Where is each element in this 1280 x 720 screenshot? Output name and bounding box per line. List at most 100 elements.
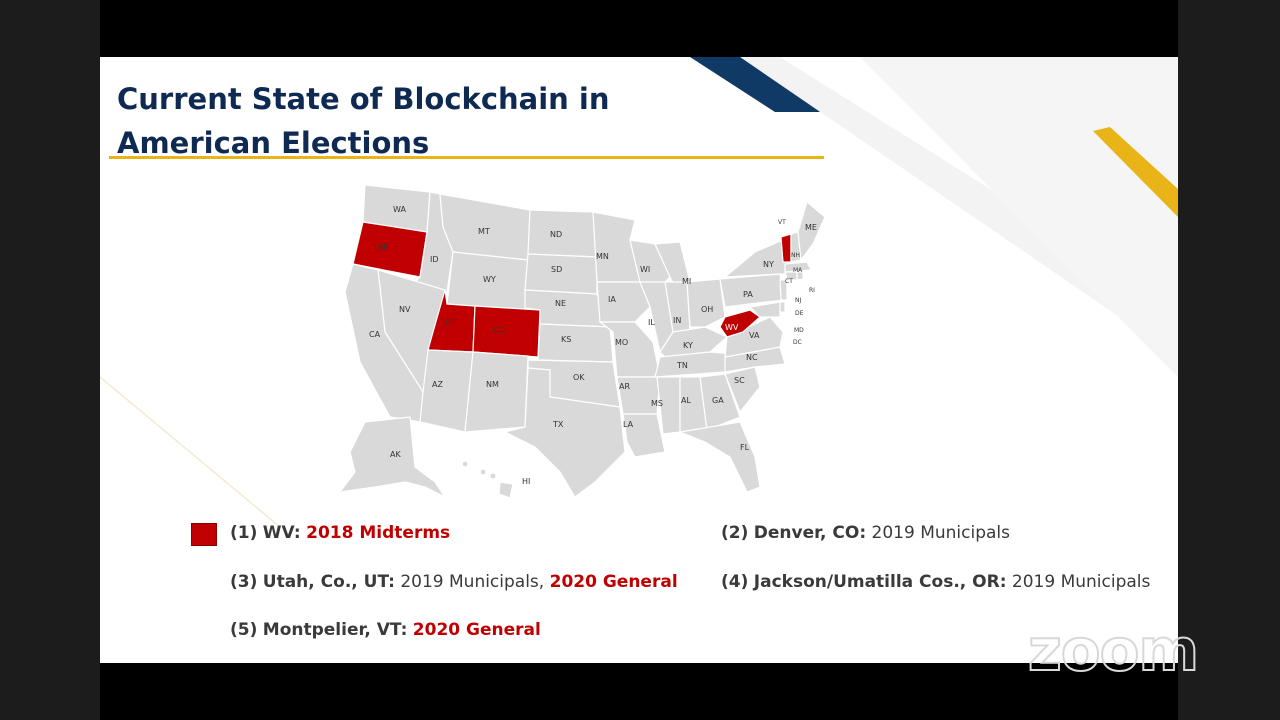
label-hi: HI <box>522 477 530 486</box>
slide-title-line1: Current State of Blockchain in <box>117 82 610 116</box>
label-oh: OH <box>701 305 713 314</box>
state-ak <box>338 416 447 499</box>
gold-stripe <box>1093 127 1178 217</box>
state-ia <box>596 281 651 323</box>
state-tn <box>654 351 734 378</box>
state-co <box>472 305 541 358</box>
legend-item-5-event: 2020 General <box>412 620 541 640</box>
state-sc <box>724 366 761 414</box>
label-tx: TX <box>552 420 564 429</box>
slide-title-line2: American Elections <box>117 126 430 160</box>
legend-item-2-event: 2019 Municipals <box>871 523 1010 543</box>
legend-item-2-place: Denver, CO: <box>753 523 867 543</box>
state-az <box>419 349 474 433</box>
label-sc: SC <box>734 376 745 385</box>
legend-item-4: (4) Jackson/Umatilla Cos., OR: 2019 Muni… <box>721 572 1150 592</box>
state-ma <box>784 261 812 273</box>
faint-gold-line <box>100 376 281 528</box>
legend-item-5: (5) Montpelier, VT: 2020 General <box>230 620 541 640</box>
label-mt: MT <box>478 227 490 236</box>
slide-title: Current State of Blockchain in American … <box>117 77 637 165</box>
state-oh <box>686 278 726 328</box>
label-in: IN <box>673 316 681 325</box>
label-nm: NM <box>486 380 499 389</box>
label-ia: IA <box>608 295 616 304</box>
label-va: VA <box>749 331 760 340</box>
label-de: DE <box>795 310 804 317</box>
label-nv: NV <box>399 305 411 314</box>
state-tx <box>503 367 626 498</box>
state-ny <box>723 239 791 278</box>
label-al: AL <box>681 396 691 405</box>
legend-item-1-place: WV: <box>262 523 301 543</box>
label-id: ID <box>430 255 439 264</box>
label-ok: OK <box>573 373 585 382</box>
label-la: LA <box>623 420 634 429</box>
label-ms: MS <box>651 399 663 408</box>
label-ma: MA <box>793 267 803 274</box>
label-sd: SD <box>551 265 562 274</box>
gray-stripe-right <box>860 57 1178 377</box>
label-mi: MI <box>682 277 691 286</box>
legend-item-1-num: (1) <box>230 523 258 543</box>
state-vt <box>780 233 792 263</box>
label-nj: NJ <box>795 297 801 304</box>
hi-island-big <box>498 481 514 499</box>
label-pa: PA <box>743 290 753 299</box>
state-ri <box>796 271 804 281</box>
legend-item-5-num: (5) <box>230 620 258 640</box>
legend-red-swatch <box>191 523 217 546</box>
label-ne: NE <box>555 299 566 308</box>
label-nc: NC <box>746 353 758 362</box>
label-mn: MN <box>596 252 609 261</box>
state-de <box>779 301 786 313</box>
label-ny: NY <box>763 260 774 269</box>
label-ar: AR <box>619 382 630 391</box>
state-sd <box>524 253 598 295</box>
label-wa: WA <box>393 205 406 214</box>
label-wv: WV <box>725 323 739 332</box>
state-wv <box>719 309 761 338</box>
legend-item-2: (2) Denver, CO: 2019 Municipals <box>721 523 1010 543</box>
state-nd <box>527 209 598 258</box>
label-ga: GA <box>712 396 724 405</box>
label-il: IL <box>648 318 655 327</box>
slide-decoration <box>100 57 1178 528</box>
legend-item-5-place: Montpelier, VT: <box>262 620 408 640</box>
state-ks <box>537 323 614 363</box>
hi-island-1 <box>461 460 469 468</box>
label-ct: CT <box>785 278 793 285</box>
label-me: ME <box>805 223 817 232</box>
legend-item-3: (3) Utah, Co., UT: 2019 Municipals, 2020… <box>230 572 678 592</box>
state-ga <box>699 373 741 431</box>
state-md <box>748 301 781 318</box>
label-wy: WY <box>483 275 496 284</box>
label-ks: KS <box>561 335 571 344</box>
label-vt: VT <box>778 219 786 226</box>
zoom-watermark-logo: zoom <box>1027 616 1200 684</box>
state-me <box>797 200 826 262</box>
label-ut: UT <box>445 318 456 327</box>
label-wi: WI <box>640 265 650 274</box>
legend-item-3-event-1: 2019 Municipals, <box>400 572 545 592</box>
state-nm <box>464 351 529 433</box>
legend-item-4-num: (4) <box>721 572 749 592</box>
presentation-slide: Current State of Blockchain in American … <box>100 57 1178 663</box>
label-or: OR <box>377 243 389 252</box>
label-md: MD <box>794 327 804 334</box>
legend-item-3-event-2: 2020 General <box>549 572 678 592</box>
label-co: CO <box>493 326 505 335</box>
label-ky: KY <box>683 341 693 350</box>
hi-island-3 <box>489 472 497 480</box>
state-la <box>622 413 666 458</box>
label-mo: MO <box>615 338 628 347</box>
legend-item-1-event: 2018 Midterms <box>306 523 451 543</box>
state-va <box>724 316 784 358</box>
label-dc: DC <box>793 339 802 346</box>
left-letterbox <box>0 0 100 720</box>
label-nh: NH <box>791 252 800 259</box>
state-nj <box>779 279 788 301</box>
legend-item-3-num: (3) <box>230 572 258 592</box>
label-ca: CA <box>369 330 381 339</box>
label-az: AZ <box>432 380 443 389</box>
